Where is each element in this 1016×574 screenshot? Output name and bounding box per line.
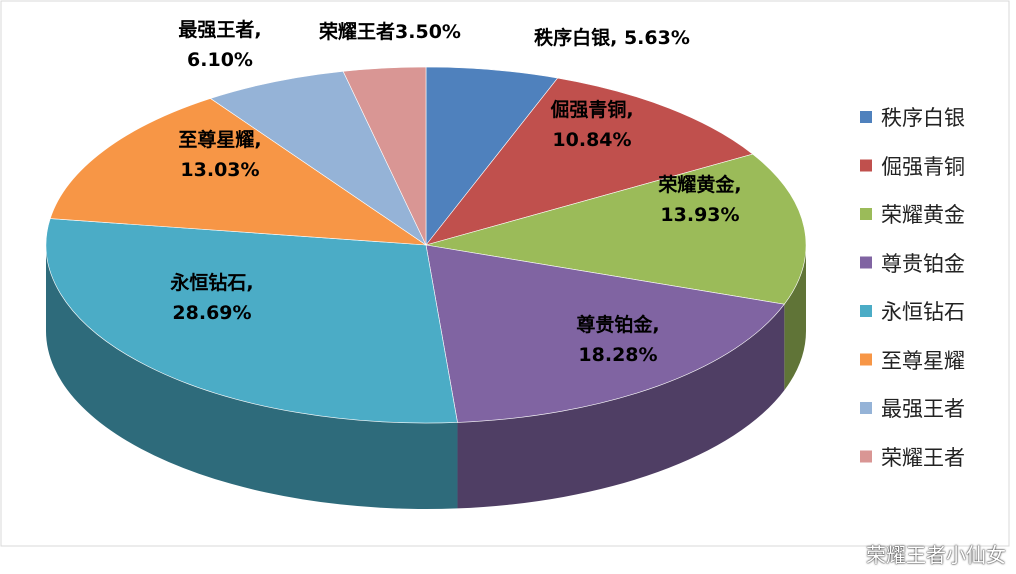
pie-slice: [425, 244, 785, 423]
legend-swatch: [860, 305, 872, 317]
legend-swatch: [860, 402, 872, 414]
legend-label: 荣耀王者: [881, 445, 965, 470]
legend-label: 尊贵铂金: [881, 251, 965, 276]
legend-label: 倔强青铜: [881, 154, 965, 179]
watermark: 荣耀王者小仙女: [866, 543, 1006, 567]
data-label: 尊贵铂金, 18.28%: [576, 314, 660, 366]
pie-slice: [45, 218, 458, 424]
legend-swatch: [860, 208, 872, 220]
pie-slice: [342, 66, 427, 246]
chart-frame: [0, 0, 1010, 547]
legend-swatch: [860, 450, 872, 463]
data-label: 荣耀黄金, 13.93%: [658, 174, 742, 226]
legend-label: 荣耀黄金: [881, 203, 965, 227]
legend-swatch: [860, 159, 872, 172]
data-label: 荣耀王者3.50%: [319, 21, 461, 43]
data-label: 至尊星耀, 13.03%: [178, 129, 262, 181]
data-label: 倔强青铜, 10.84%: [550, 99, 634, 151]
data-label: 秩序白银, 5.63%: [534, 27, 690, 49]
legend-label: 至尊星耀: [881, 348, 965, 373]
legend-label: 最强王者: [881, 397, 965, 421]
pie-side: [457, 304, 785, 509]
pie-slice: [425, 77, 754, 246]
pie-slice: [209, 70, 427, 246]
legend-swatch: [860, 111, 872, 123]
legend-label: 永恒钻石: [881, 300, 965, 324]
pie-side: [46, 245, 458, 510]
pie-slice: [49, 98, 428, 246]
legend-swatch: [860, 256, 872, 269]
legend-swatch: [860, 353, 872, 366]
pie-slice: [425, 153, 807, 305]
pie-side: [784, 245, 806, 391]
data-label: 最强王者, 6.10%: [178, 19, 262, 71]
legend-label: 秩序白银: [881, 106, 965, 130]
data-label: 永恒钻石, 28.69%: [170, 272, 254, 324]
pie-slice: [425, 66, 559, 246]
